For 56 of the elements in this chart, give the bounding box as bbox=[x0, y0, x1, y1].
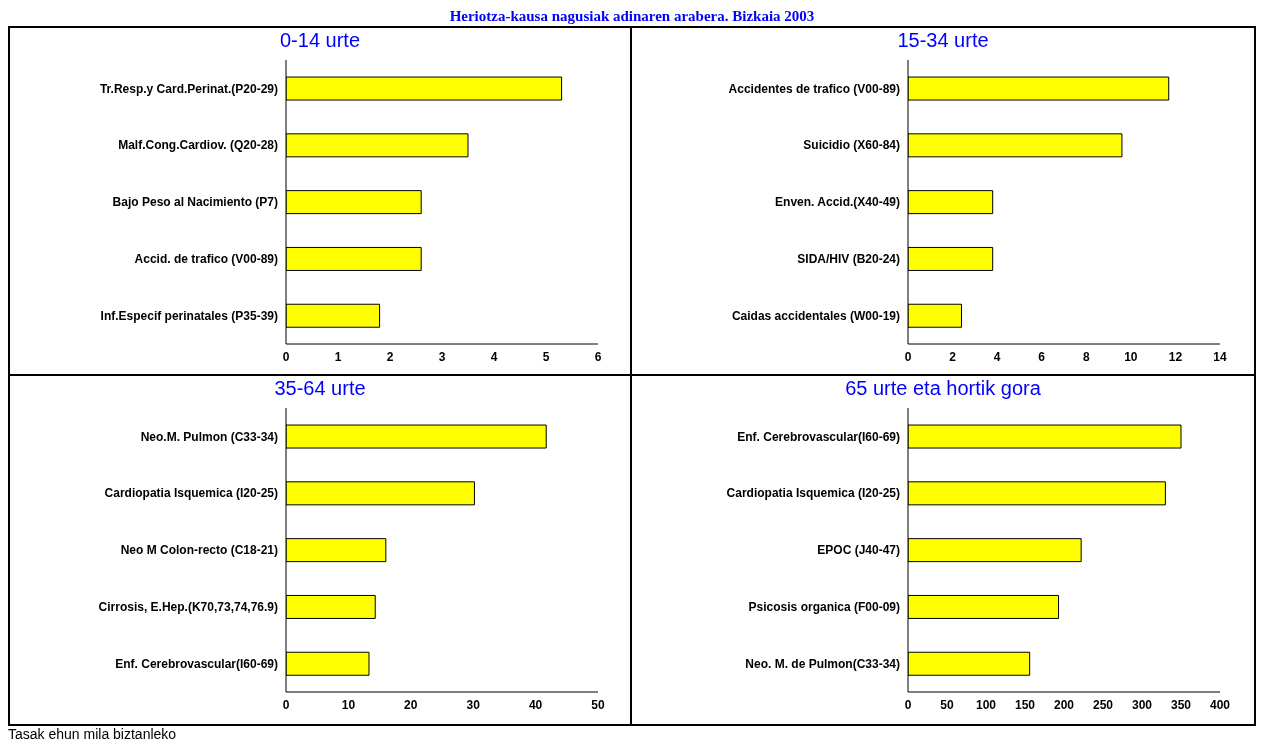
x-tick-label: 200 bbox=[1053, 697, 1075, 712]
x-tick-label: 6 bbox=[594, 349, 602, 364]
x-tick-label: 4 bbox=[490, 349, 498, 364]
x-tick-label: 300 bbox=[1131, 697, 1153, 712]
x-tick-label: 50 bbox=[940, 697, 954, 712]
x-tick-label: 40 bbox=[528, 697, 543, 712]
x-tick-label: 350 bbox=[1170, 697, 1192, 712]
y-tick-label: Enf. Cerebrovascular(I60-69) bbox=[737, 429, 900, 444]
x-tick-label: 4 bbox=[993, 349, 1001, 364]
y-tick-label: Neo.M. Pulmon (C33-34) bbox=[140, 429, 278, 444]
y-tick-label: Tr.Resp.y Card.Perinat.(P20-29) bbox=[99, 81, 278, 96]
y-tick-label: Cardiopatia Isquemica (I20-25) bbox=[726, 486, 900, 501]
y-tick-label: Cirrosis, E.Hep.(K70,73,74,76.9) bbox=[98, 600, 278, 615]
chart-title: 35-64 urte bbox=[273, 376, 367, 400]
x-tick-label: 150 bbox=[1014, 697, 1036, 712]
x-tick-label: 1 bbox=[334, 349, 342, 364]
x-tick-label: 20 bbox=[404, 697, 418, 712]
x-tick-label: 3 bbox=[438, 349, 446, 364]
y-tick-label: Enven. Accid.(X40-49) bbox=[775, 195, 900, 210]
text: Tasak ehun mila biztanleko bbox=[8, 726, 178, 742]
x-tick-label: 0 bbox=[904, 349, 912, 364]
x-tick-label: 250 bbox=[1092, 697, 1114, 712]
x-tick-label: 6 bbox=[1038, 349, 1046, 364]
y-tick-label: SIDA/HIV (B20-24) bbox=[797, 252, 900, 267]
x-tick-label: 10 bbox=[341, 697, 356, 712]
y-tick-label: Psicosis organica (F00-09) bbox=[748, 600, 900, 615]
text: Heriotza-kausa nagusiak adinaren arabera. Bizkaia 2003 bbox=[449, 8, 815, 24]
x-tick-label: 12 bbox=[1168, 349, 1183, 364]
chart-title: 15-34 urte bbox=[896, 28, 990, 52]
x-tick-label: 2 bbox=[386, 349, 394, 364]
y-tick-label: Neo. M. de Pulmon(C33-34) bbox=[745, 656, 900, 671]
x-tick-label: 50 bbox=[591, 697, 605, 712]
x-tick-label: 8 bbox=[1082, 349, 1090, 364]
x-tick-label: 14 bbox=[1213, 349, 1227, 364]
y-tick-label: Inf.Especif perinatales (P35-39) bbox=[100, 308, 278, 323]
y-tick-label: Malf.Cong.Cardiov. (Q20-28) bbox=[118, 138, 278, 153]
x-tick-label: 30 bbox=[466, 697, 481, 712]
y-tick-label: Enf. Cerebrovascular(I60-69) bbox=[115, 656, 278, 671]
x-tick-label: 0 bbox=[282, 697, 290, 712]
x-tick-label: 2 bbox=[949, 349, 957, 364]
chart-title: 0-14 urte bbox=[278, 28, 362, 52]
y-tick-label: Accidentes de trafico (V00-89) bbox=[728, 81, 900, 96]
x-tick-label: 100 bbox=[975, 697, 997, 712]
y-tick-label: Caidas accidentales (W00-19) bbox=[731, 308, 900, 323]
x-tick-label: 10 bbox=[1124, 349, 1138, 364]
y-tick-label: EPOC (J40-47) bbox=[817, 543, 900, 558]
y-tick-label: Bajo Peso al Nacimiento (P7) bbox=[112, 195, 278, 210]
y-tick-label: Accid. de trafico (V00-89) bbox=[134, 252, 278, 267]
x-tick-label: 5 bbox=[542, 349, 550, 364]
y-tick-label: Cardiopatia Isquemica (I20-25) bbox=[104, 486, 278, 501]
x-tick-label: 0 bbox=[282, 349, 290, 364]
chart-title: 65 urte eta hortik gora bbox=[844, 376, 1042, 400]
x-tick-label: 400 bbox=[1209, 697, 1231, 712]
y-tick-label: Neo M Colon-recto (C18-21) bbox=[120, 543, 278, 558]
y-tick-label: Suicidio (X60-84) bbox=[803, 138, 900, 153]
x-tick-label: 0 bbox=[904, 697, 912, 712]
